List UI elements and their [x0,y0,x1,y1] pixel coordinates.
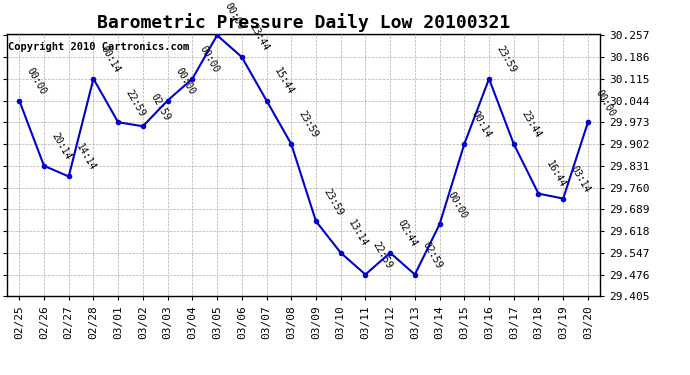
Text: 00:00: 00:00 [198,44,221,75]
Text: 23:59: 23:59 [495,44,518,75]
Title: Barometric Pressure Daily Low 20100321: Barometric Pressure Daily Low 20100321 [97,13,510,32]
Text: 23:44: 23:44 [247,22,270,53]
Text: 16:44: 16:44 [544,159,567,189]
Text: 14:14: 14:14 [75,142,97,172]
Text: Copyright 2010 Cartronics.com: Copyright 2010 Cartronics.com [8,42,189,52]
Text: 22:59: 22:59 [371,240,394,270]
Text: 00:00: 00:00 [445,190,469,220]
Text: 23:59: 23:59 [322,187,345,217]
Text: 02:59: 02:59 [420,240,444,270]
Text: 15:44: 15:44 [272,66,295,96]
Text: 20:14: 20:14 [50,131,73,162]
Text: 02:44: 02:44 [395,218,419,249]
Text: 03:14: 03:14 [569,164,592,194]
Text: 23:44: 23:44 [520,110,542,140]
Text: 13:14: 13:14 [346,218,370,249]
Text: 00:00: 00:00 [25,66,48,96]
Text: 00:00: 00:00 [223,1,246,31]
Text: 00:14: 00:14 [470,110,493,140]
Text: 02:59: 02:59 [148,92,172,122]
Text: 00:00: 00:00 [593,88,617,118]
Text: 23:59: 23:59 [297,110,320,140]
Text: 22:59: 22:59 [124,88,147,118]
Text: 00:00: 00:00 [173,66,197,96]
Text: 00:14: 00:14 [99,44,122,75]
